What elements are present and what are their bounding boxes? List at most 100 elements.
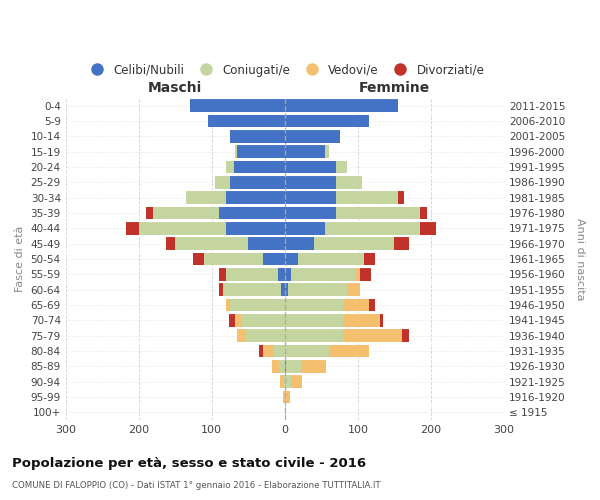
- Bar: [420, 207, 427, 220]
- Bar: [289, 284, 347, 296]
- Bar: [380, 314, 383, 326]
- Bar: [285, 391, 286, 404]
- Bar: [230, 176, 285, 188]
- Bar: [272, 360, 279, 372]
- Bar: [280, 376, 283, 388]
- Bar: [235, 146, 238, 158]
- Bar: [193, 253, 205, 266]
- Bar: [286, 360, 301, 372]
- Bar: [190, 100, 285, 112]
- Bar: [219, 284, 223, 296]
- Bar: [298, 253, 364, 266]
- Bar: [274, 345, 285, 358]
- Bar: [125, 222, 139, 234]
- Bar: [285, 160, 336, 173]
- Bar: [175, 238, 248, 250]
- Bar: [263, 345, 274, 358]
- Bar: [394, 238, 409, 250]
- Bar: [229, 314, 235, 326]
- Bar: [226, 299, 230, 312]
- Bar: [285, 192, 336, 204]
- Text: Maschi: Maschi: [148, 81, 202, 95]
- Bar: [347, 284, 360, 296]
- Bar: [290, 268, 356, 280]
- Bar: [285, 360, 286, 372]
- Bar: [166, 238, 175, 250]
- Bar: [219, 207, 285, 220]
- Bar: [233, 160, 285, 173]
- Bar: [283, 391, 285, 404]
- Bar: [329, 345, 369, 358]
- Bar: [215, 176, 230, 188]
- Bar: [278, 268, 285, 280]
- Bar: [336, 192, 398, 204]
- Bar: [343, 330, 401, 342]
- Bar: [285, 268, 290, 280]
- Bar: [285, 376, 290, 388]
- Bar: [286, 391, 290, 404]
- Text: Femmine: Femmine: [359, 81, 430, 95]
- Bar: [235, 314, 241, 326]
- Bar: [238, 146, 285, 158]
- Bar: [241, 314, 285, 326]
- Bar: [285, 222, 325, 234]
- Bar: [245, 330, 285, 342]
- Bar: [248, 238, 285, 250]
- Bar: [285, 176, 336, 188]
- Bar: [285, 314, 343, 326]
- Bar: [230, 299, 285, 312]
- Bar: [285, 330, 343, 342]
- Bar: [223, 284, 281, 296]
- Bar: [238, 330, 245, 342]
- Bar: [154, 207, 219, 220]
- Bar: [208, 114, 285, 128]
- Bar: [369, 299, 374, 312]
- Bar: [285, 345, 329, 358]
- Bar: [285, 100, 398, 112]
- Bar: [420, 222, 436, 234]
- Bar: [398, 192, 404, 204]
- Bar: [281, 284, 285, 296]
- Bar: [285, 238, 314, 250]
- Bar: [226, 222, 285, 234]
- Bar: [285, 253, 298, 266]
- Bar: [219, 268, 226, 280]
- Bar: [325, 146, 329, 158]
- Bar: [356, 268, 360, 280]
- Bar: [336, 176, 362, 188]
- Bar: [283, 376, 285, 388]
- Bar: [285, 146, 325, 158]
- Bar: [285, 406, 286, 419]
- Bar: [360, 268, 371, 280]
- Bar: [285, 114, 369, 128]
- Bar: [336, 207, 420, 220]
- Bar: [285, 207, 336, 220]
- Text: Popolazione per età, sesso e stato civile - 2016: Popolazione per età, sesso e stato civil…: [12, 458, 366, 470]
- Bar: [259, 345, 263, 358]
- Bar: [285, 299, 343, 312]
- Bar: [343, 299, 369, 312]
- Bar: [301, 360, 326, 372]
- Bar: [226, 192, 285, 204]
- Bar: [263, 253, 285, 266]
- Bar: [364, 253, 374, 266]
- Y-axis label: Anni di nascita: Anni di nascita: [575, 218, 585, 300]
- Bar: [279, 360, 285, 372]
- Bar: [325, 222, 420, 234]
- Bar: [285, 130, 340, 142]
- Bar: [285, 284, 289, 296]
- Legend: Celibi/Nubili, Coniugati/e, Vedovi/e, Divorziati/e: Celibi/Nubili, Coniugati/e, Vedovi/e, Di…: [80, 59, 489, 81]
- Bar: [146, 207, 154, 220]
- Text: COMUNE DI FALOPPIO (CO) - Dati ISTAT 1° gennaio 2016 - Elaborazione TUTTITALIA.I: COMUNE DI FALOPPIO (CO) - Dati ISTAT 1° …: [12, 480, 380, 490]
- Bar: [343, 314, 380, 326]
- Bar: [290, 376, 302, 388]
- Bar: [186, 192, 226, 204]
- Y-axis label: Fasce di età: Fasce di età: [15, 226, 25, 292]
- Bar: [401, 330, 409, 342]
- Bar: [205, 253, 263, 266]
- Bar: [230, 130, 285, 142]
- Bar: [226, 268, 278, 280]
- Bar: [139, 222, 226, 234]
- Bar: [314, 238, 394, 250]
- Bar: [226, 160, 233, 173]
